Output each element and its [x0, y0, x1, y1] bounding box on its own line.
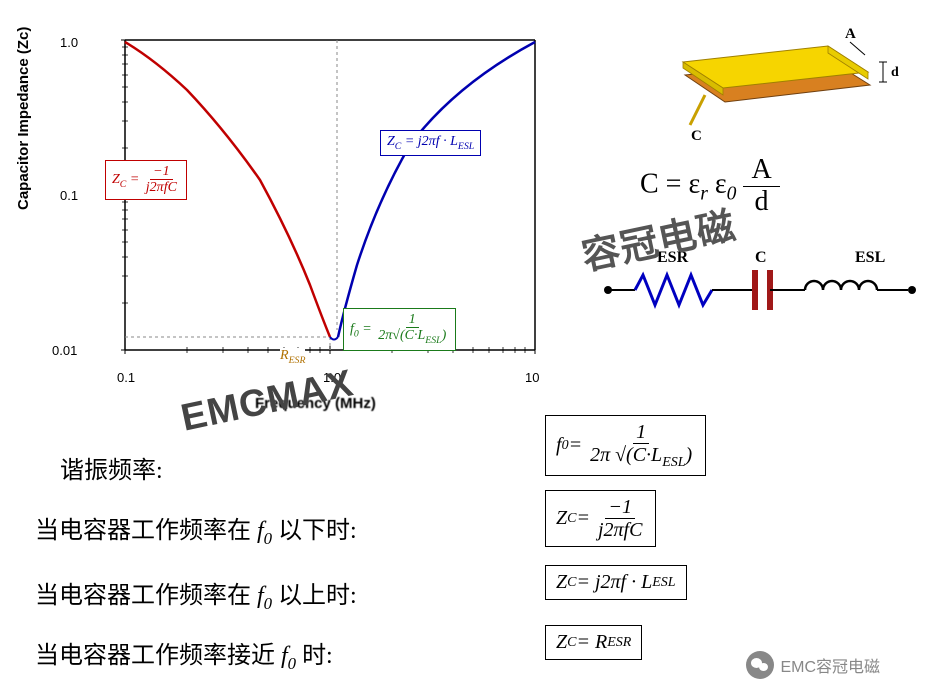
wechat-icon — [746, 651, 774, 679]
xtick-10: 10 — [525, 370, 539, 385]
impedance-chart: Capacitor Impedance (Zc) — [25, 30, 565, 420]
ytick-1.0: 1.0 — [60, 35, 78, 50]
ytick-0.1: 0.1 — [60, 188, 78, 203]
ytick-0.01: 0.01 — [52, 343, 77, 358]
y-axis-label: Capacitor Impedance (Zc) — [15, 27, 32, 210]
annotation-resr: RESR — [280, 348, 305, 366]
eq-zc-low: ZC = −1j2πfC — [545, 490, 656, 547]
footer-text: EMC容冠电磁 — [780, 653, 880, 677]
eq-zc-res: ZC = RESR — [545, 625, 642, 660]
annotation-zc-ind: ZC = j2πf · LESL — [380, 130, 481, 156]
capacitor-plate-diagram: A d C — [655, 20, 915, 140]
text-line-2: 当电容器工作频率在 f0 以下时: — [35, 510, 357, 549]
eq-zc-high: ZC = j2πf · LESL — [545, 565, 687, 600]
text-line-4: 当电容器工作频率接近 f0 时: — [35, 635, 333, 674]
svg-text:d: d — [891, 65, 899, 80]
annotation-zc-cap: ZC = −1j2πfC — [105, 160, 187, 200]
svg-text:A: A — [845, 26, 856, 42]
svg-text:ESL: ESL — [855, 249, 885, 266]
svg-text:C: C — [691, 128, 702, 144]
text-line-3: 当电容器工作频率在 f0 以上时: — [35, 575, 357, 614]
chart-svg — [85, 30, 555, 390]
svg-text:C: C — [755, 249, 767, 266]
annotation-f0: f0 = 12π√(C·LESL) — [343, 308, 456, 351]
text-line-1: 谐振频率: — [60, 450, 163, 485]
xtick-0.1: 0.1 — [117, 370, 135, 385]
footer: EMC容冠电磁 — [746, 651, 880, 679]
eq-f0: f0 = 12π √(C·LESL) — [545, 415, 706, 476]
